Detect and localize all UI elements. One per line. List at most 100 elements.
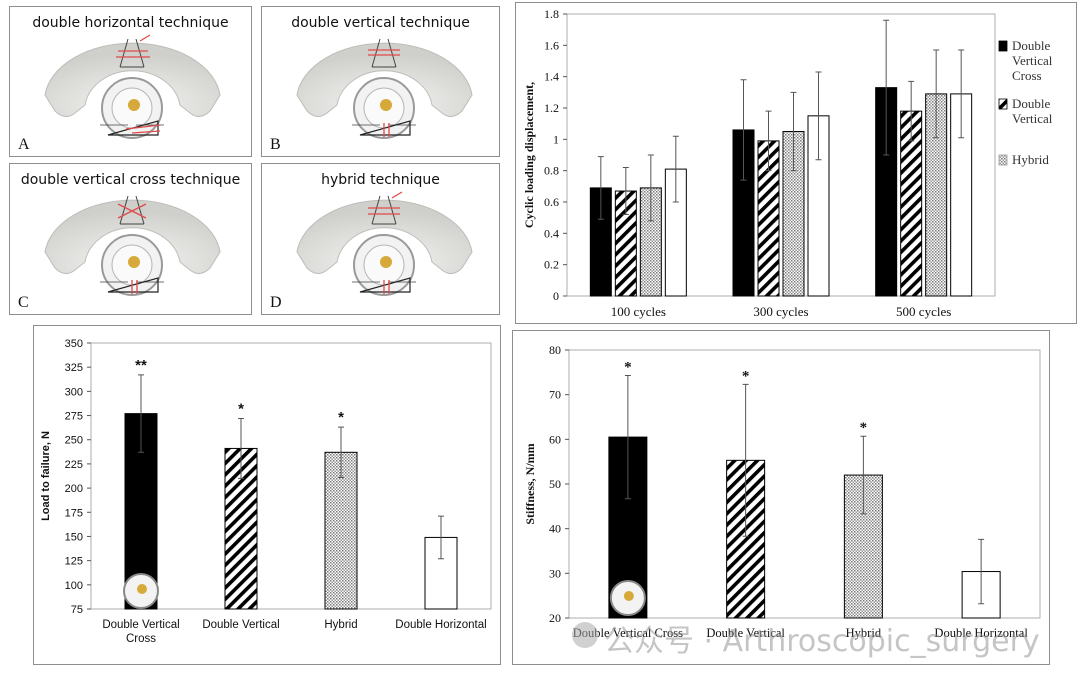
legend-label: Vertical [1012,53,1053,68]
significance-marker: * [742,368,750,384]
seal-emblem [623,591,634,601]
suture-frame [371,38,397,68]
y-axis-label: Cyclic loading displacement, [522,82,536,228]
y-tick-label: 50 [549,477,561,491]
panel-letter: C [18,294,29,311]
panel-letter: B [270,136,281,153]
bar [324,451,358,610]
technique-title: hybrid technique [321,172,440,188]
error-bar [740,79,747,181]
technique-panel-b: double vertical technique B [261,6,500,157]
error-bar [883,19,890,156]
y-tick-label: 325 [65,362,83,374]
suture-lines [116,34,151,58]
x-tick-label: Double Vertical [102,619,179,631]
error-bar [622,167,629,216]
y-tick-label: 75 [71,604,83,616]
technique-title: double horizontal technique [32,15,229,31]
error-bar [742,383,749,537]
y-tick-label: 1 [553,132,559,146]
x-tick-label: Double Horizontal [934,626,1028,640]
suture-frame [119,195,145,225]
watermark-logo-icon [572,622,598,648]
meniscus-shape [296,199,473,274]
seal-emblem [137,584,147,594]
x-tick-label: 100 cycles [611,304,666,319]
significance-marker: ** [135,357,147,374]
panel-letter: D [270,294,282,311]
meniscus-illustration [44,195,221,296]
legend-label: Cross [1012,68,1042,83]
technique-panel-a: double horizontal technique A [9,6,252,157]
significance-marker: * [624,359,632,375]
chart-frame [33,325,501,665]
error-bar [597,156,604,220]
technique-panel-d: hybrid technique D [261,163,500,315]
x-tick-label: Double Vertical Cross [573,626,683,640]
seal-emblem [380,256,392,268]
error-bar [790,91,797,172]
stiffness-chart: 20 30 40 50 60 70 80 Stiffness, N/mm * Double Ver… [512,330,1050,665]
x-tick-label: Double Vertical [706,626,785,640]
meniscus-shape [296,42,473,117]
y-tick-label: 60 [549,432,561,446]
y-tick-label: 40 [549,522,561,536]
significance-marker: * [338,409,344,426]
wedge-sutures [131,280,138,294]
panel-letter: A [18,136,30,153]
y-tick-label: 200 [65,483,83,495]
legend-label: Vertical [1012,111,1053,126]
tibia-wedge [359,120,411,136]
y-tick-label: 225 [65,459,83,471]
error-bar [438,515,444,560]
y-axis-label: Stiffness, N/mm [523,443,537,524]
error-bar [138,374,144,453]
chart-frame [512,330,1050,665]
error-bar [647,154,654,222]
error-bar [933,49,940,139]
tibia-wedge [107,277,159,293]
y-tick-label: 250 [65,435,83,447]
wedge-sutures [383,280,390,294]
y-tick-label: 1.8 [544,7,559,21]
x-tick-label: Cross [126,633,156,645]
error-bar [908,80,915,142]
error-bar [238,417,244,479]
y-tick-label: 30 [549,566,561,580]
x-tick-label: 500 cycles [896,304,951,319]
error-bar [765,110,772,172]
error-bar [338,426,344,478]
seal-emblem [380,99,392,111]
error-bar [958,49,965,139]
watermark: 公众号 · Arthroscopic_surgery [604,624,1040,659]
x-tick-label: Double Vertical [202,619,279,631]
suture-lines [117,203,147,219]
significance-marker: * [860,420,868,436]
suture-lines [368,191,403,215]
seal-emblem [128,256,140,268]
technique-panel-c: double vertical cross technique C [9,163,252,315]
y-tick-label: 70 [549,388,561,402]
meniscus-illustration [296,191,473,296]
y-tick-label: 20 [549,611,561,625]
y-tick-label: 0 [553,289,559,303]
legend-label: Double [1012,96,1051,111]
error-bar [978,538,985,605]
y-tick-label: 0.8 [544,164,559,178]
y-tick-label: 0.2 [544,258,559,272]
suture-lines [368,49,400,56]
x-tick-label: 300 cycles [753,304,808,319]
y-tick-label: 300 [65,386,83,398]
plot-area [566,13,996,297]
y-tick-label: 350 [65,338,83,350]
y-tick-label: 275 [65,411,83,423]
y-tick-label: 100 [65,580,83,592]
y-tick-label: 0.6 [544,195,559,209]
significance-marker: * [238,400,244,417]
suture-frame [371,195,397,225]
cyclic-displacement-chart: 0 0.2 0.4 0.6 0.8 1 1.2 1.4 1.6 1.8 Cyclic loading… [515,2,1077,324]
meniscus-shape [44,199,221,274]
wedge-sutures [125,124,161,134]
y-tick-label: 0.4 [544,226,559,240]
y-tick-label: 1.2 [544,101,559,115]
